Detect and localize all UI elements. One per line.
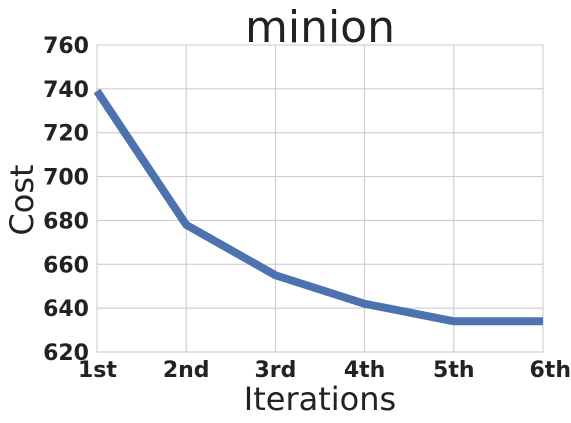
- y-tick-label: 660: [43, 253, 89, 278]
- x-tick-label: 6th: [530, 358, 571, 383]
- x-tick-label: 3rd: [254, 358, 296, 383]
- series-group: [93, 88, 544, 326]
- y-tick-label: 760: [43, 34, 89, 59]
- x-tick-label: 5th: [433, 358, 475, 383]
- x-tick-label: 4th: [344, 358, 386, 383]
- plot-frame: [96, 44, 544, 353]
- x-tick-label: 2nd: [163, 358, 210, 383]
- y-tick-label: 720: [43, 122, 89, 147]
- x-axis-ticks: 1st 2nd 3rd 4th 5th 6th: [78, 358, 571, 383]
- y-tick-label: 700: [43, 166, 89, 191]
- y-tick-label: 640: [43, 297, 89, 322]
- x-tick-label: 1st: [78, 358, 117, 383]
- y-tick-label: 680: [43, 209, 89, 234]
- y-tick-label: 740: [43, 78, 89, 103]
- y-axis-ticks: 620 640 660 680 700 720 740 760: [43, 34, 89, 366]
- x-axis-label: Iterations: [244, 380, 396, 418]
- y-axis-label: Cost: [3, 164, 41, 235]
- series-line: [93, 88, 543, 326]
- y-tick-label: 620: [43, 341, 89, 366]
